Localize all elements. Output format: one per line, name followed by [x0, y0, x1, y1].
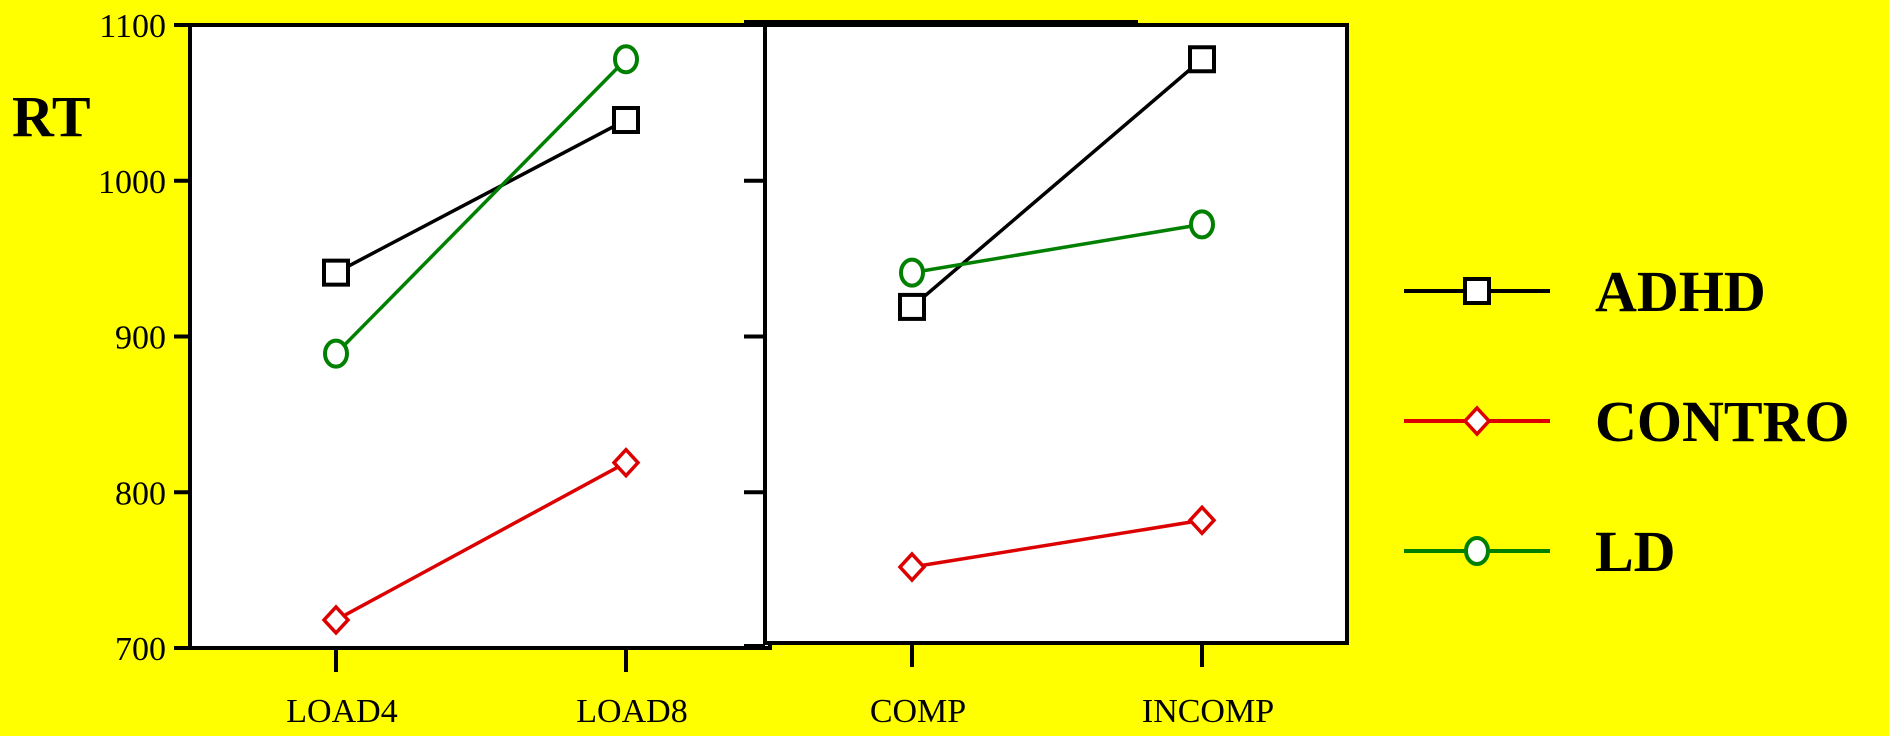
point-ld-comp: [899, 257, 925, 288]
right-panel-background: [763, 23, 1349, 645]
series-line-contro: [335, 461, 627, 622]
x-tick-label-load4: LOAD4: [286, 693, 397, 730]
left-panel-series: [321, 44, 641, 636]
right-panel-series: [897, 45, 1217, 583]
x-tick-label-load8: LOAD8: [576, 693, 687, 730]
y-tick-label-1100: 1100: [99, 8, 166, 45]
series-line-ld: [334, 58, 628, 355]
right-x-axis: COMP INCOMP: [870, 643, 1274, 730]
series-line-adhd: [335, 118, 627, 275]
series-line-contro: [911, 518, 1203, 569]
legend-marker: [1464, 536, 1490, 566]
point-adhd-incomp: [1188, 45, 1216, 74]
y-tick-label-900: 900: [115, 320, 166, 357]
left-x-axis: LOAD4 LOAD8: [286, 648, 688, 730]
y-tick-label-700: 700: [115, 631, 166, 668]
legend-marker: [1463, 277, 1491, 305]
x-tick-label-incomp: INCOMP: [1142, 693, 1274, 730]
point-adhd-comp: [898, 292, 926, 321]
left-panel-background: [188, 23, 772, 650]
legend-label: CONTRO: [1595, 389, 1850, 454]
point-contro-comp: [897, 551, 927, 583]
point-ld-load4: [323, 338, 349, 369]
legend-label: LD: [1595, 519, 1676, 584]
y-axis-label: RT: [12, 84, 91, 149]
point-adhd-load4: [322, 258, 350, 287]
legend: ADHD CONTRO LD: [1404, 259, 1850, 584]
legend-item-contro: CONTRO: [1404, 389, 1850, 454]
legend-item-ld: LD: [1404, 519, 1676, 584]
x-tick-label-comp: COMP: [870, 693, 966, 730]
legend-marker: [1462, 405, 1492, 437]
y-tick-label-800: 800: [115, 475, 166, 512]
point-adhd-load8: [612, 106, 640, 135]
right-y-axis-ticks: [744, 20, 765, 648]
point-ld-incomp: [1189, 209, 1215, 240]
point-contro-incomp: [1187, 504, 1217, 536]
series-line-ld: [911, 222, 1203, 275]
legend-label: ADHD: [1595, 259, 1766, 324]
point-contro-load4: [321, 604, 351, 636]
left-y-axis: 700 800 900 1000 1100: [98, 8, 190, 668]
y-tick-label-1000: 1000: [98, 164, 166, 201]
point-contro-load8: [611, 447, 641, 479]
legend-item-adhd: ADHD: [1404, 259, 1766, 324]
point-ld-load8: [613, 44, 639, 75]
